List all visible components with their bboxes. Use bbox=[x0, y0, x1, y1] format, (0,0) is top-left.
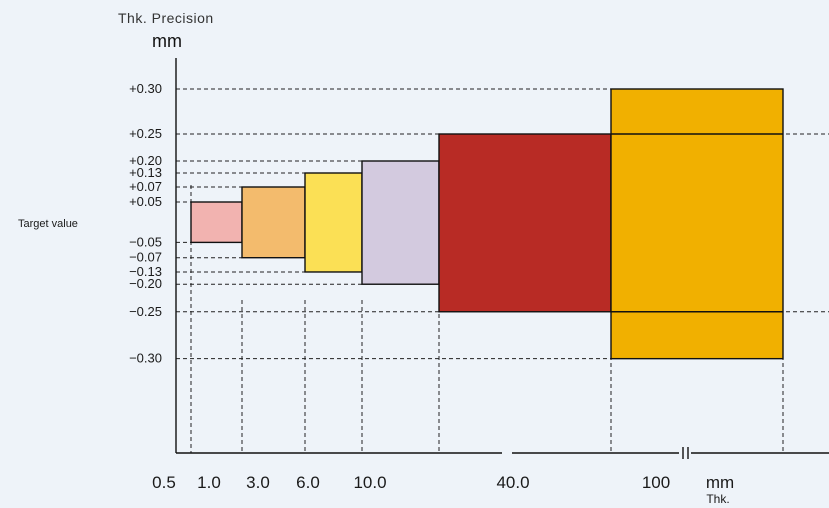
x-axis-label: Thk. bbox=[706, 492, 729, 506]
tolerance-bar bbox=[361, 160, 440, 285]
y-tick-label: +0.05 bbox=[129, 194, 162, 209]
y-tick-label: +0.30 bbox=[129, 81, 162, 96]
y-tick-label: −0.05 bbox=[129, 234, 162, 249]
x-tick-label: 6.0 bbox=[296, 473, 320, 492]
tolerance-bar bbox=[438, 133, 612, 313]
x-axis-unit: mm bbox=[706, 473, 734, 492]
y-tick-label: −0.25 bbox=[129, 304, 162, 319]
y-tick-label: +0.07 bbox=[129, 179, 162, 194]
y-tick-label: +0.25 bbox=[129, 126, 162, 141]
tolerance-bar bbox=[304, 172, 363, 273]
x-tick-label: 3.0 bbox=[246, 473, 270, 492]
chart-title: Thk. Precision bbox=[118, 10, 214, 26]
target-value-label: Target value bbox=[18, 218, 78, 230]
x-tick-label: 10.0 bbox=[353, 473, 386, 492]
tolerance-bar bbox=[610, 88, 784, 360]
x-tick-label: 0.5 bbox=[152, 473, 176, 492]
y-tick-label: −0.07 bbox=[129, 250, 162, 265]
x-tick-label: 1.0 bbox=[197, 473, 221, 492]
y-tick-label: +0.20 bbox=[129, 153, 162, 168]
tolerance-bar bbox=[190, 201, 243, 244]
y-tick-label: −0.30 bbox=[129, 351, 162, 366]
x-tick-label: 40.0 bbox=[496, 473, 529, 492]
tolerance-bar bbox=[241, 186, 306, 259]
y-axis-unit: mm bbox=[152, 31, 182, 51]
y-tick-label: −0.13 bbox=[129, 264, 162, 279]
y-tick-label: −0.20 bbox=[129, 276, 162, 291]
y-tick-label: +0.13 bbox=[129, 165, 162, 180]
x-tick-label: 100 bbox=[642, 473, 670, 492]
